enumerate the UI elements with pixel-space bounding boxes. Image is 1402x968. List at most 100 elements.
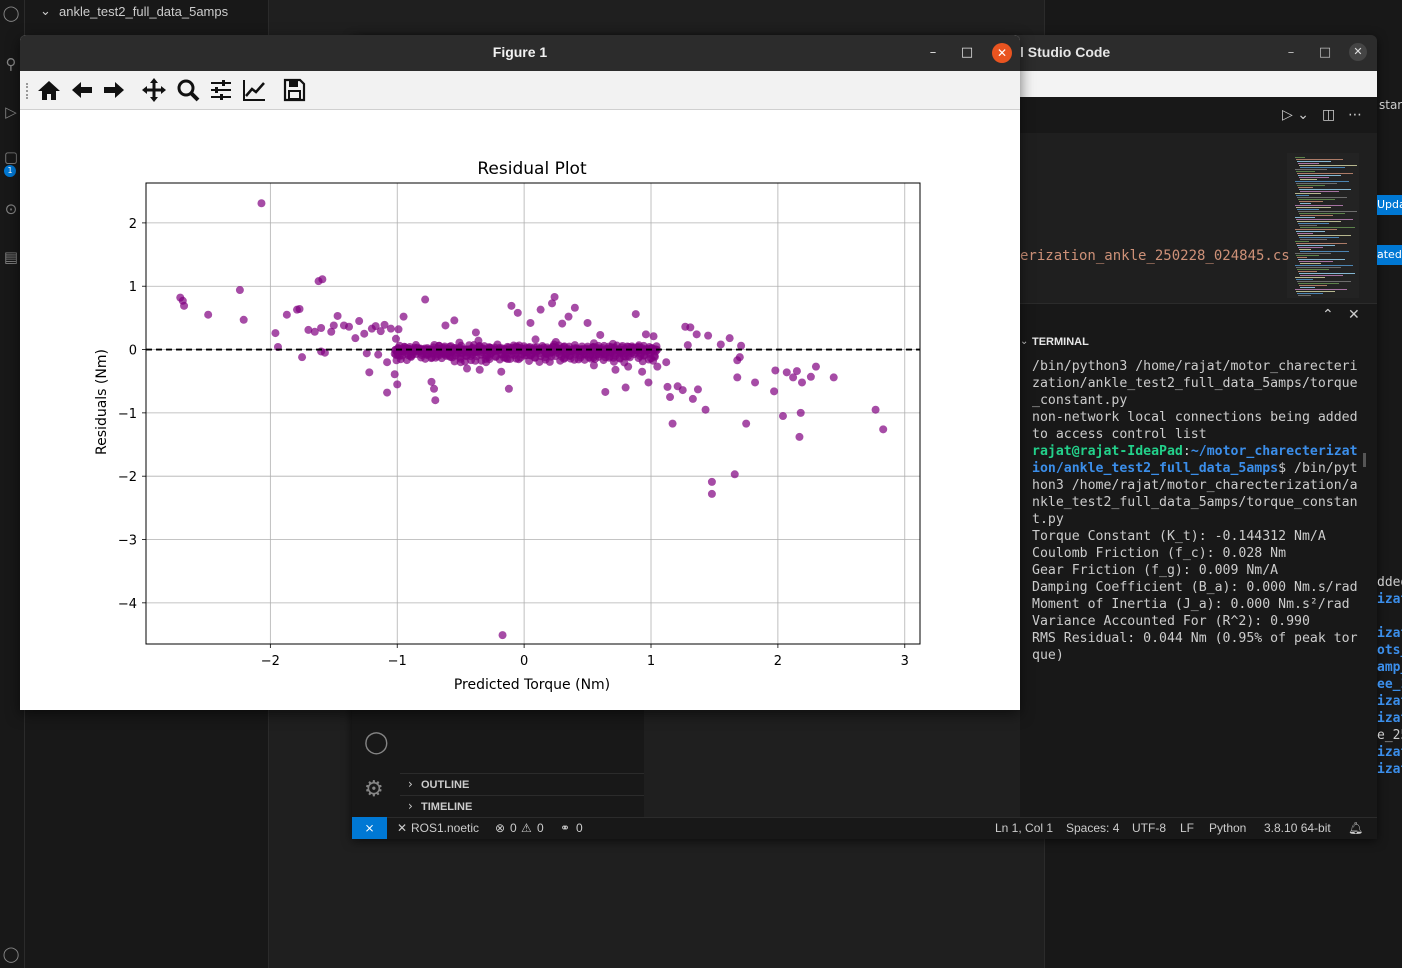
ports-count[interactable]: 0 [576, 821, 583, 835]
data-point [871, 405, 880, 414]
close-icon[interactable]: ✕ [397, 821, 408, 835]
terminal-scrollbar[interactable] [1363, 453, 1366, 467]
data-point [596, 330, 605, 339]
x-tick-label: 0 [520, 654, 528, 669]
timeline-section[interactable]: TIMELINE [421, 801, 473, 813]
run-debug-icon[interactable]: ▷ [5, 103, 17, 121]
close-button[interactable]: ✕ [992, 43, 1012, 63]
minimap-line [1297, 281, 1351, 282]
data-point [879, 425, 888, 434]
terminal-section-label[interactable]: TERMINAL [1032, 336, 1089, 348]
error-count[interactable]: 0 [510, 821, 517, 835]
language-status[interactable]: Python [1209, 821, 1247, 835]
maximize-button[interactable]: □ [960, 45, 974, 60]
data-point [271, 329, 280, 338]
warning-icon[interactable]: ⚠ [521, 821, 532, 835]
right-strip-text: star [1379, 98, 1402, 112]
chevron-right-icon: › [408, 777, 413, 791]
data-point [317, 324, 326, 333]
minimap-line [1300, 179, 1317, 180]
save-icon[interactable] [280, 76, 308, 104]
configure-subplots-icon[interactable] [207, 76, 235, 104]
forward-icon[interactable] [100, 76, 128, 104]
data-point [386, 324, 395, 333]
close-button[interactable]: ✕ [1349, 43, 1367, 61]
explorer-folder-item[interactable]: ankle_test2_full_data_5amps [59, 4, 229, 19]
minimize-button[interactable]: – [929, 45, 937, 60]
back-icon[interactable] [68, 76, 96, 104]
encoding-status[interactable]: UTF-8 [1132, 821, 1166, 835]
remote-indicator-button[interactable]: ⨯ [352, 817, 387, 839]
more-actions-icon[interactable]: ⋯ [1348, 107, 1362, 123]
data-point [462, 351, 471, 360]
data-point [583, 318, 592, 327]
gear-icon[interactable]: ⚙ [364, 777, 384, 802]
maximize-button[interactable]: □ [1318, 45, 1332, 60]
data-point [404, 351, 413, 360]
zoom-icon[interactable] [174, 76, 202, 104]
interpreter-status[interactable]: 3.8.10 64-bit [1264, 821, 1331, 835]
pan-icon[interactable] [140, 76, 168, 104]
residual-plot[interactable]: Residual Plot −2 −1 0 1 2 3 2 1 0 −1 −2 −3 −4 Predi… [20, 109, 1020, 710]
minimap-line [1298, 223, 1329, 224]
minimap-line [1300, 287, 1315, 288]
account-icon[interactable]: ◯ [364, 730, 389, 755]
right-strip-text: izat [1377, 745, 1402, 760]
terminal-line: non-network local connections being adde… [1032, 409, 1362, 443]
indentation-status[interactable]: Spaces: 4 [1066, 821, 1120, 835]
data-point [475, 365, 484, 374]
minimap-line [1298, 235, 1351, 236]
data-point [601, 387, 610, 396]
status-bar [352, 817, 1377, 839]
ros-status[interactable]: ROS1.noetic [411, 821, 480, 835]
terminal-output[interactable]: /bin/python3 /home/rajat/motor_charecter… [1032, 358, 1362, 664]
y-tick-label: −2 [118, 470, 137, 485]
edit-axis-icon[interactable] [240, 76, 268, 104]
data-point [663, 382, 672, 391]
y-tick-label: 2 [129, 217, 137, 232]
data-point [797, 378, 806, 387]
split-editor-icon[interactable]: ◫ [1322, 107, 1336, 123]
source-control-icon[interactable]: ⚲ [5, 55, 17, 73]
remote-explorer-icon[interactable]: ⊙ [4, 200, 18, 218]
extensions-icon[interactable]: ▢ [3, 148, 19, 166]
right-strip-text: izat [1377, 711, 1402, 726]
minimap-line [1300, 203, 1311, 204]
cursor-position[interactable]: Ln 1, Col 1 [995, 821, 1054, 835]
notifications-icon[interactable]: 🔔︎ [1348, 821, 1364, 835]
minimap-line [1298, 199, 1335, 200]
toolbar-grip[interactable] [26, 83, 30, 99]
y-axis-ticks: 2 1 0 −1 −2 −3 −4 [118, 217, 146, 612]
terminal-line: RMS Residual: 0.044 Nm (0.95% of peak to… [1032, 630, 1362, 664]
outline-section[interactable]: OUTLINE [421, 779, 470, 791]
data-point [427, 353, 436, 362]
minimap-line [1295, 229, 1337, 230]
run-icon[interactable]: ▷ ⌄ [1282, 107, 1309, 123]
data-point [616, 354, 625, 363]
data-point [795, 432, 804, 441]
ports-icon[interactable]: ⚭ [560, 821, 571, 835]
minimap-line [1298, 295, 1311, 296]
minimap-line [1297, 269, 1329, 270]
data-point [716, 340, 725, 349]
accounts-icon[interactable]: ◯ [2, 945, 20, 963]
data-point [526, 318, 535, 327]
data-point [519, 346, 528, 355]
warning-count[interactable]: 0 [537, 821, 544, 835]
data-point [782, 368, 791, 377]
eol-status[interactable]: LF [1180, 821, 1195, 835]
minimize-button[interactable]: – [1287, 45, 1295, 60]
sidebar-bottom [400, 705, 644, 818]
error-icon[interactable]: ⊗ [495, 821, 506, 835]
docker-icon[interactable]: ▤ [3, 248, 19, 266]
data-point [318, 275, 327, 284]
data-point [282, 310, 291, 319]
minimap[interactable] [1287, 153, 1359, 298]
home-icon[interactable] [35, 76, 63, 104]
close-panel-icon[interactable]: ✕ [1348, 307, 1360, 323]
explorer-icon[interactable]: ◯ [2, 4, 20, 22]
terminal-line: Damping Coefficient (B_a): 0.000 Nm.s/ra… [1032, 579, 1362, 596]
maximize-panel-icon[interactable]: ⌃ [1322, 307, 1334, 323]
minimap-line [1298, 175, 1341, 176]
